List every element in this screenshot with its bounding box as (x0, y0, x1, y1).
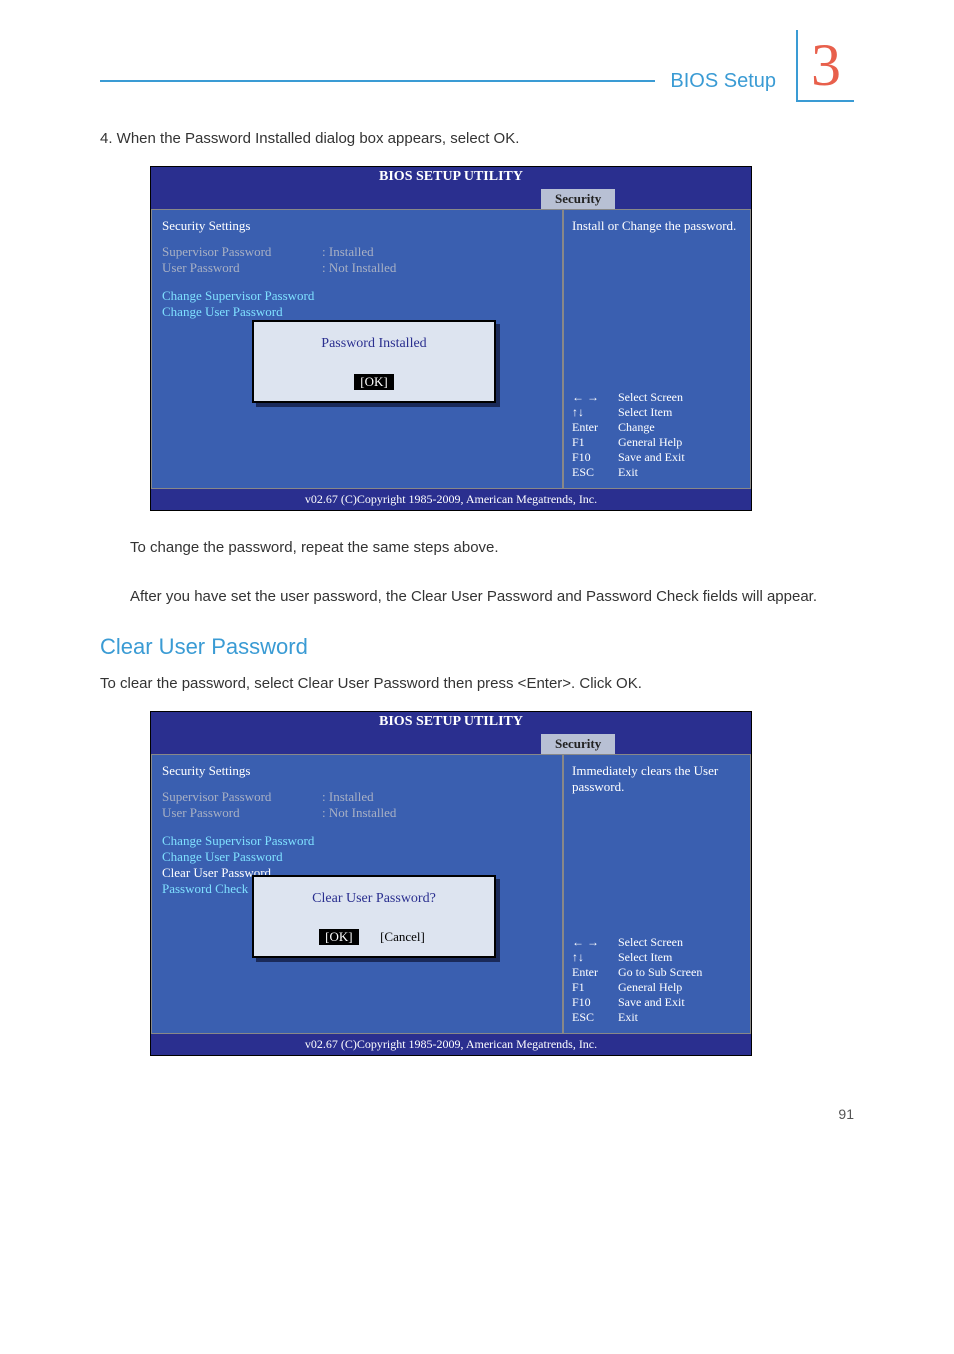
key-legend: ← →Select Screen ↑↓Select Item EnterGo t… (572, 935, 742, 1025)
security-tab[interactable]: Security (541, 189, 615, 209)
user-pwd-label: User Password (162, 260, 322, 276)
key-desc: General Help (618, 435, 682, 450)
chapter-number: 3 (811, 31, 841, 100)
supervisor-pwd-label: Supervisor Password (162, 244, 322, 260)
bios-left-panel: Security Settings Supervisor Password : … (151, 754, 563, 1034)
bios-right-panel: Immediately clears the User password. ← … (563, 754, 751, 1034)
key: Enter (572, 420, 618, 435)
supervisor-pwd-value: : Installed (322, 244, 374, 260)
key-desc: Save and Exit (618, 995, 685, 1010)
bios-menubar: Security (151, 187, 751, 209)
supervisor-pwd-value: : Installed (322, 789, 374, 805)
supervisor-pwd-row: Supervisor Password : Installed (162, 789, 552, 805)
spacer (572, 234, 742, 390)
change-supervisor-pwd[interactable]: Change Supervisor Password (162, 833, 552, 849)
key: ↑↓ (572, 950, 618, 965)
para-clear-instr: To clear the password, select Clear User… (100, 672, 854, 696)
key: F10 (572, 995, 618, 1010)
header-line (100, 80, 655, 82)
key-desc: Select Screen (618, 935, 683, 950)
bios-main: Security Settings Supervisor Password : … (151, 754, 751, 1034)
bios-title: BIOS SETUP UTILITY (151, 167, 751, 187)
bios-footer: v02.67 (C)Copyright 1985-2009, American … (151, 1034, 751, 1055)
change-supervisor-pwd[interactable]: Change Supervisor Password (162, 288, 552, 304)
key-desc: Go to Sub Screen (618, 965, 702, 980)
menubar-spacer (151, 732, 541, 754)
step-4-text: 4. When the Password Installed dialog bo… (100, 127, 854, 151)
supervisor-pwd-label: Supervisor Password (162, 789, 322, 805)
bios-right-panel: Install or Change the password. ← →Selec… (563, 209, 751, 489)
change-user-pwd[interactable]: Change User Password (162, 849, 552, 865)
spacer (572, 795, 742, 935)
bios-title: BIOS SETUP UTILITY (151, 712, 751, 732)
header-row: BIOS Setup 3 (100, 60, 854, 102)
bios-menubar: Security (151, 732, 751, 754)
clear-user-pwd-dialog: Clear User Password? [OK] [Cancel] (252, 875, 496, 958)
bios-screenshot-2: BIOS SETUP UTILITY Security Security Set… (150, 711, 752, 1056)
menubar-spacer (615, 732, 751, 754)
key-desc: Exit (618, 465, 638, 480)
key: ↑↓ (572, 405, 618, 420)
cancel-button[interactable]: [Cancel] (376, 929, 429, 945)
key: F1 (572, 980, 618, 995)
user-pwd-row: User Password : Not Installed (162, 260, 552, 276)
page: BIOS Setup 3 4. When the Password Instal… (0, 0, 954, 1162)
key-desc: General Help (618, 980, 682, 995)
security-settings-header: Security Settings (162, 218, 552, 234)
key: F10 (572, 450, 618, 465)
page-number: 91 (100, 1106, 854, 1122)
security-tab[interactable]: Security (541, 734, 615, 754)
help-text: Install or Change the password. (572, 218, 742, 234)
clear-user-pwd-heading: Clear User Password (100, 634, 854, 660)
user-pwd-label: User Password (162, 805, 322, 821)
menubar-spacer (615, 187, 751, 209)
supervisor-pwd-row: Supervisor Password : Installed (162, 244, 552, 260)
para-change-pwd: To change the password, repeat the same … (130, 536, 854, 560)
key-desc: Select Item (618, 405, 672, 420)
key-desc: Save and Exit (618, 450, 685, 465)
dialog-message: Clear User Password? (264, 891, 484, 907)
key: ESC (572, 465, 618, 480)
password-installed-dialog: Password Installed [OK] (252, 320, 496, 403)
key: ← → (572, 935, 618, 950)
menubar-spacer (151, 187, 541, 209)
key-desc: Select Screen (618, 390, 683, 405)
key: ESC (572, 1010, 618, 1025)
header-label: BIOS Setup (670, 70, 776, 93)
bios-footer: v02.67 (C)Copyright 1985-2009, American … (151, 489, 751, 510)
user-pwd-value: : Not Installed (322, 260, 396, 276)
chapter-box: 3 (796, 30, 854, 102)
para-after-set: After you have set the user password, th… (130, 585, 854, 609)
bios-main: Security Settings Supervisor Password : … (151, 209, 751, 489)
key: ← → (572, 390, 618, 405)
key-desc: Select Item (618, 950, 672, 965)
help-text: Immediately clears the User password. (572, 763, 742, 795)
key: F1 (572, 435, 618, 450)
user-pwd-row: User Password : Not Installed (162, 805, 552, 821)
key-legend: ← →Select Screen ↑↓Select Item EnterChan… (572, 390, 742, 480)
change-user-pwd[interactable]: Change User Password (162, 304, 552, 320)
dialog-buttons: [OK] [Cancel] (264, 929, 484, 946)
dialog-buttons: [OK] (264, 374, 484, 391)
key: Enter (572, 965, 618, 980)
security-settings-header: Security Settings (162, 763, 552, 779)
key-desc: Change (618, 420, 655, 435)
bios-left-panel: Security Settings Supervisor Password : … (151, 209, 563, 489)
user-pwd-value: : Not Installed (322, 805, 396, 821)
dialog-message: Password Installed (264, 336, 484, 352)
key-desc: Exit (618, 1010, 638, 1025)
ok-button[interactable]: [OK] (319, 929, 358, 945)
bios-screenshot-1: BIOS SETUP UTILITY Security Security Set… (150, 166, 752, 511)
ok-button[interactable]: [OK] (354, 374, 393, 390)
